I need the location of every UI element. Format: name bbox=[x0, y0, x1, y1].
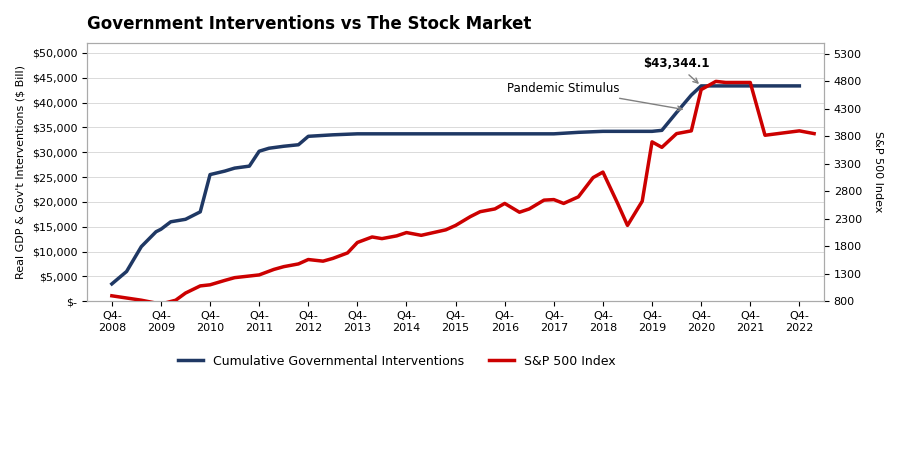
Text: Pandemic Stimulus: Pandemic Stimulus bbox=[507, 82, 682, 111]
Text: $43,344.1: $43,344.1 bbox=[643, 57, 709, 83]
Text: Government Interventions vs The Stock Market: Government Interventions vs The Stock Ma… bbox=[87, 15, 532, 33]
Y-axis label: S&P 500 Index: S&P 500 Index bbox=[873, 131, 883, 213]
Y-axis label: Real GDP & Gov't Interventions ($ Bill): Real GDP & Gov't Interventions ($ Bill) bbox=[15, 65, 25, 279]
Legend: Cumulative Governmental Interventions, S&P 500 Index: Cumulative Governmental Interventions, S… bbox=[172, 350, 621, 373]
